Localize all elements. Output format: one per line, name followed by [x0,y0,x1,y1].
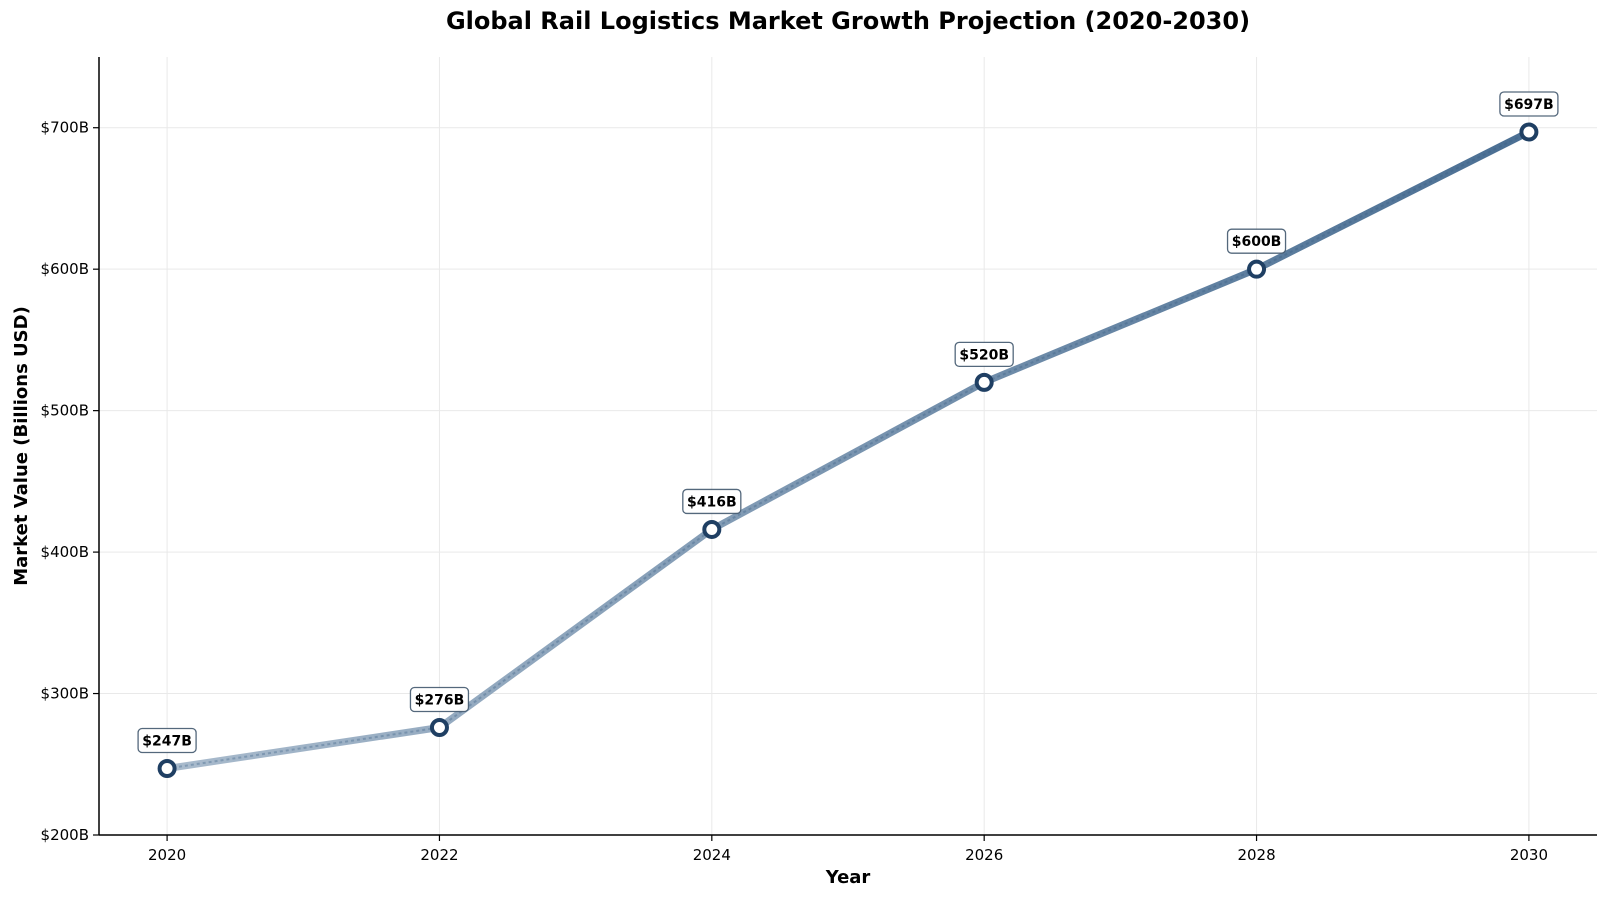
series-line [163,128,1533,773]
x-tick-label: 2026 [965,846,1003,864]
data-label: $697B [1504,97,1554,113]
y-tick-label: $300B [41,685,89,703]
data-label-box [137,727,197,754]
y-axis-title: Market Value (Billions USD) [11,306,32,586]
data-label-box [1499,91,1559,117]
data-label: $276B [415,692,465,708]
y-tick-label: $700B [41,119,89,137]
x-tick-label: 2022 [420,846,458,864]
series-line-texture [166,131,1530,770]
data-label: $247B [142,734,192,750]
x-axis-title: Year [825,867,871,888]
x-tick-label: 2024 [693,846,731,864]
y-tick-label: $200B [41,826,89,844]
series [157,122,1539,779]
data-label: $600B [1232,234,1282,250]
axes: 2020 2022 2024 2026 2028 2030 $200B $300B $400B $… [41,57,1597,864]
y-tick-label: $400B [41,543,89,561]
data-label-box [1226,228,1287,254]
data-point [1247,259,1267,279]
y-tick-label: $500B [41,402,89,420]
data-point [974,372,994,392]
data-label-box [954,341,1014,367]
data-label-box [409,686,470,713]
data-point [1519,122,1539,142]
y-tick-label: $600B [41,260,89,278]
data-point [702,519,722,539]
x-tick-label: 2020 [148,846,186,864]
data-label-box [682,488,742,515]
x-tick-label: 2028 [1237,846,1275,864]
data-labels: $247B $276B $416B $520B $600B $697B [137,91,1559,754]
x-tick-label: 2030 [1510,846,1548,864]
grid [99,57,1597,836]
data-label: $520B [959,347,1009,363]
data-point [157,759,177,779]
data-point [429,717,449,737]
data-label: $416B [687,494,737,510]
chart-title: Global Rail Logistics Market Growth Proj… [446,7,1250,35]
